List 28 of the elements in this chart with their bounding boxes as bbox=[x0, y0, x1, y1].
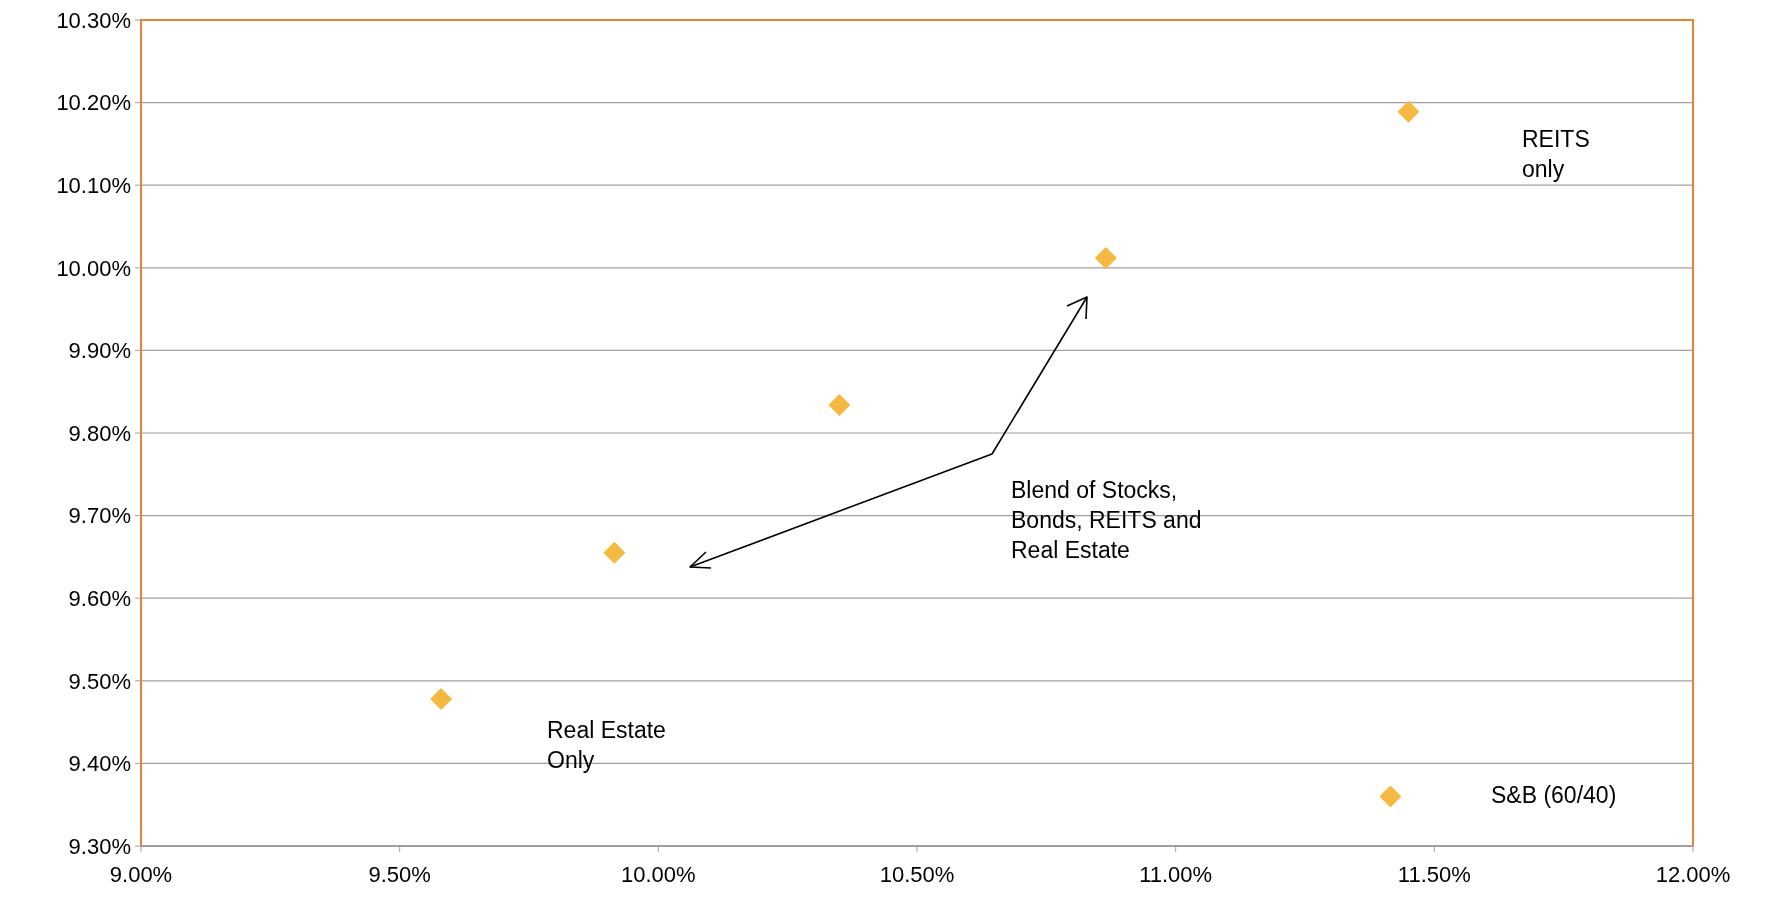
point bbox=[1397, 100, 1420, 123]
annotation: Blend of Stocks, Bonds, REITS and Real Estate bbox=[1011, 477, 1202, 563]
point bbox=[828, 393, 851, 416]
y-tick-label: 9.40% bbox=[68, 751, 131, 777]
x-tick-label: 11.50% bbox=[1397, 862, 1471, 887]
x-tick-label: 10.00% bbox=[621, 862, 696, 887]
y-tick-label: 9.70% bbox=[68, 503, 131, 529]
y-tick-label: 10.30% bbox=[56, 7, 131, 33]
x-tick-label: 10.50% bbox=[879, 862, 955, 887]
x-tick-label: 9.50% bbox=[368, 862, 431, 887]
annotation: Real Estate Only bbox=[547, 717, 666, 773]
point bbox=[603, 541, 626, 564]
y-tick-label: 9.30% bbox=[68, 833, 131, 859]
y-tick-label: 9.60% bbox=[68, 585, 131, 611]
y-tick-label: 10.20% bbox=[56, 90, 131, 116]
point bbox=[430, 687, 453, 710]
y-tick-label: 10.10% bbox=[56, 172, 131, 198]
y-tick-label: 9.80% bbox=[68, 420, 131, 446]
x-tick-label: 11.00% bbox=[1139, 862, 1213, 887]
x-tick-label: 9.00% bbox=[109, 862, 173, 887]
annotation: S&B (60/40) bbox=[1491, 782, 1617, 808]
y-tick-label: 10.00% bbox=[56, 255, 131, 281]
y-tick-label: 9.50% bbox=[68, 668, 131, 694]
point bbox=[1094, 246, 1117, 269]
y-tick-label: 9.90% bbox=[68, 338, 131, 364]
x-tick-label: 12.00% bbox=[1655, 862, 1731, 887]
annotation: REITS only bbox=[1522, 126, 1590, 182]
point bbox=[1379, 785, 1402, 808]
